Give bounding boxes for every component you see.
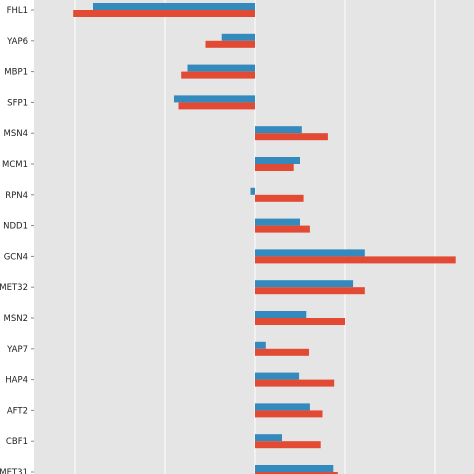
category-label-yap7: YAP7	[6, 345, 28, 355]
category-label-rpn4: RPN4	[5, 191, 28, 201]
bar-msn4-series-1	[255, 126, 302, 134]
bar-ndd1-series-2	[255, 225, 310, 233]
bar-gcn4-series-1	[255, 249, 365, 257]
bar-hap4-series-1	[255, 372, 300, 380]
bar-ndd1-series-1	[255, 218, 300, 226]
category-label-mbp1: MBP1	[4, 68, 28, 78]
category-label-ndd1: NDD1	[3, 222, 28, 232]
bar-gcn4-series-2	[255, 256, 456, 264]
category-label-hap4: HAP4	[5, 376, 28, 386]
bar-met32-series-2	[255, 287, 365, 295]
bar-msn2-series-1	[255, 311, 307, 318]
category-label-sfp1: SFP1	[7, 98, 28, 108]
bar-mcm1-series-1	[255, 157, 300, 164]
bar-cbf1-series-2	[255, 441, 321, 449]
category-label-met31: MET31	[0, 468, 28, 474]
category-label-aft2: AFT2	[7, 406, 28, 416]
bar-yap7-series-1	[255, 341, 266, 349]
category-label-mcm1: MCM1	[2, 160, 28, 170]
bar-msn2-series-2	[255, 318, 345, 325]
bars	[73, 3, 456, 474]
bar-yap7-series-2	[255, 348, 309, 356]
category-label-met32: MET32	[0, 283, 28, 293]
bar-fhl1-series-2	[73, 10, 255, 17]
bar-aft2-series-1	[255, 403, 310, 411]
category-labels: FHL1 YAP6 MBP1 SFP1 MSN4 MCM1 RPN4 NDD1 GCN4 MET3…	[0, 6, 34, 474]
bar-mbp1-series-2	[181, 71, 255, 79]
category-label-msn4: MSN4	[4, 129, 29, 139]
gridlines	[74, 0, 436, 474]
bar-sfp1-series-1	[174, 95, 255, 103]
bar-rpn4-series-1	[250, 187, 255, 195]
bar-yap6-series-2	[205, 40, 255, 48]
bar-sfp1-series-2	[178, 102, 255, 110]
category-label-msn2: MSN2	[4, 314, 29, 324]
bar-mcm1-series-2	[255, 164, 294, 171]
category-label-yap6: YAP6	[6, 37, 28, 47]
plot-area	[34, 0, 474, 474]
category-label-gcn4: GCN4	[4, 252, 28, 262]
category-label-fhl1: FHL1	[7, 6, 28, 16]
bar-aft2-series-2	[255, 410, 323, 418]
bar-yap6-series-1	[221, 33, 255, 41]
bar-met31-series-2	[255, 472, 338, 474]
bar-cbf1-series-1	[255, 434, 282, 442]
bar-rpn4-series-2	[255, 194, 304, 202]
bar-msn4-series-2	[255, 133, 328, 141]
bar-mbp1-series-1	[187, 64, 255, 72]
bar-hap4-series-2	[255, 379, 335, 387]
bar-met31-series-1	[255, 465, 334, 472]
category-label-cbf1: CBF1	[6, 437, 28, 447]
bar-fhl1-series-1	[93, 3, 255, 10]
bar-met32-series-1	[255, 280, 354, 288]
